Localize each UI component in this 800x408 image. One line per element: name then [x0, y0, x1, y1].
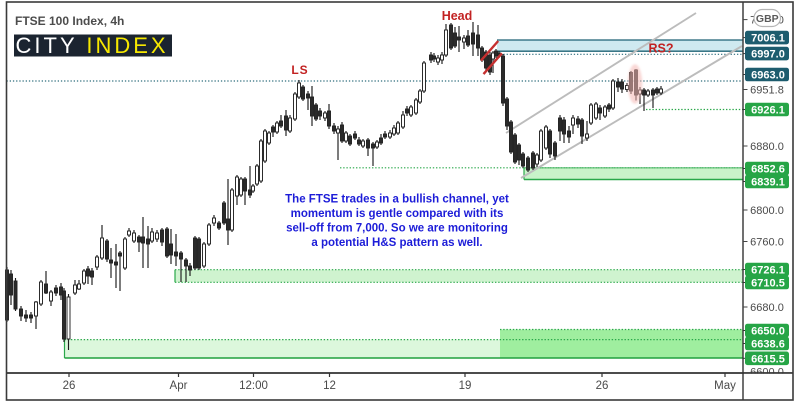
svg-text:6638.6: 6638.6 — [751, 339, 785, 351]
svg-text:6926.1: 6926.1 — [751, 105, 785, 117]
svg-text:6951.8: 6951.8 — [750, 85, 784, 97]
svg-text:7006.1: 7006.1 — [751, 33, 785, 45]
svg-text:6800.0: 6800.0 — [750, 205, 784, 217]
svg-text:FTSE 100 Index, 4h: FTSE 100 Index, 4h — [15, 14, 124, 28]
svg-text:6880.0: 6880.0 — [750, 141, 784, 153]
svg-text:The FTSE trades in a bullish c: The FTSE trades in a bullish channel, ye… — [285, 194, 509, 206]
svg-text:RS?: RS? — [649, 42, 674, 56]
svg-text:CITY INDEX: CITY INDEX — [16, 33, 169, 58]
svg-text:a potential H&S pattern as wel: a potential H&S pattern as well. — [311, 237, 482, 249]
svg-text:6650.0: 6650.0 — [751, 326, 785, 338]
svg-text:12: 12 — [323, 380, 336, 392]
svg-text:6680.0: 6680.0 — [750, 302, 784, 314]
svg-text:momentum is gentle compared wi: momentum is gentle compared with its — [291, 208, 504, 220]
svg-text:26: 26 — [596, 380, 609, 392]
svg-text:6760.0: 6760.0 — [750, 237, 784, 249]
svg-text:12:00: 12:00 — [239, 380, 268, 392]
svg-text:LS: LS — [291, 63, 308, 77]
svg-text:6726.1: 6726.1 — [751, 265, 785, 277]
svg-text:6963.0: 6963.0 — [751, 70, 785, 82]
svg-text:6997.0: 6997.0 — [751, 49, 785, 61]
svg-text:Head: Head — [442, 9, 473, 23]
svg-text:Apr: Apr — [170, 380, 188, 392]
svg-text:May: May — [714, 380, 736, 392]
svg-text:6615.5: 6615.5 — [751, 353, 785, 365]
svg-text:6839.1: 6839.1 — [751, 177, 785, 189]
svg-text:19: 19 — [459, 380, 472, 392]
svg-text:6710.5: 6710.5 — [751, 278, 785, 290]
svg-text:26: 26 — [63, 380, 76, 392]
svg-text:sell-off from 7,000. So we are: sell-off from 7,000. So we are monitorin… — [286, 223, 508, 235]
svg-text:6852.6: 6852.6 — [751, 164, 785, 176]
svg-text:GBP: GBP — [756, 13, 779, 25]
